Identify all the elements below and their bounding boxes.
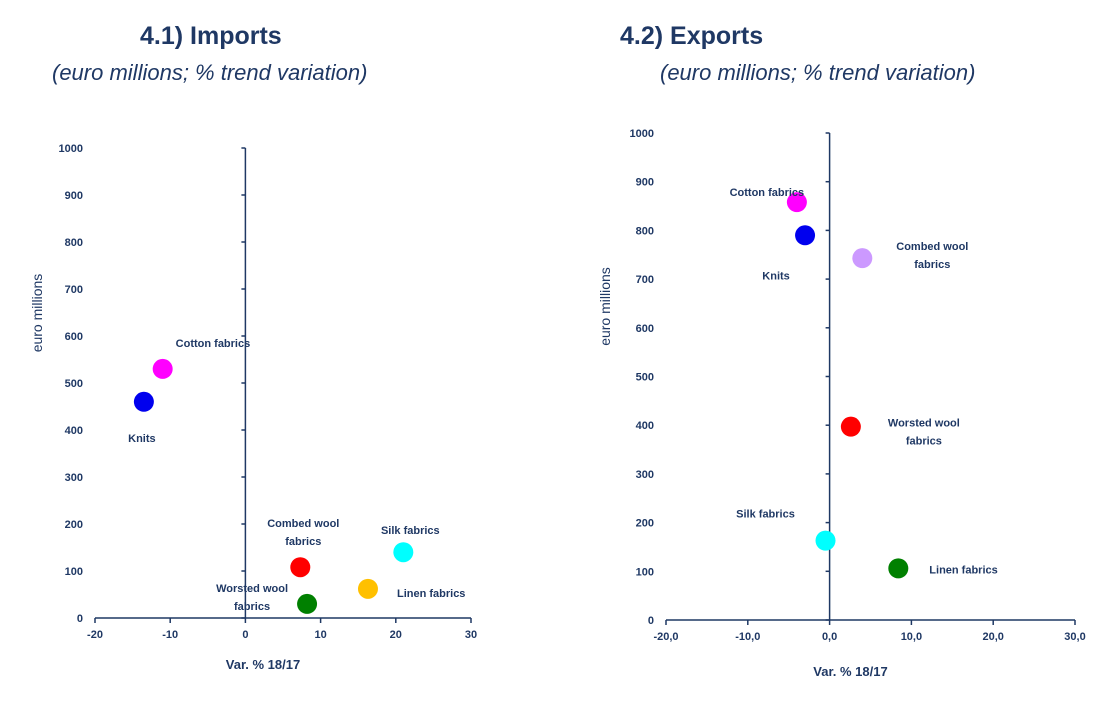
chart-2-x-axis-label: Var. % 18/17 xyxy=(813,664,887,679)
chart-1-x-tick-label: 0 xyxy=(242,629,248,641)
chart-1-point-label: Cotton fabrics xyxy=(176,338,251,350)
chart-1-y-tick-label: 500 xyxy=(65,378,83,390)
point-label-line: Knits xyxy=(762,270,790,282)
point-label-line: Knits xyxy=(128,433,156,445)
chart-1-x-axis-label: Var. % 18/17 xyxy=(226,657,300,672)
chart-2-y-tick-label: 1000 xyxy=(630,128,654,140)
chart-2-point-label: Silk fabrics xyxy=(736,509,795,521)
chart-1-y-tick-label: 0 xyxy=(77,613,83,625)
chart-2-y-tick-label: 600 xyxy=(636,323,654,335)
point-label-line: fabrics xyxy=(234,601,270,613)
point-label-line: Combed wool xyxy=(267,518,339,530)
chart-2-point-label: Combed wool fabrics xyxy=(896,241,968,271)
chart-2-y-tick-label: 500 xyxy=(636,372,654,384)
chart-1-x-tick-label: 30 xyxy=(465,629,477,641)
chart-1-y-tick-label: 600 xyxy=(65,331,83,343)
chart-2-point-label: Knits xyxy=(762,270,790,282)
chart-2-y-tick-label: 200 xyxy=(636,518,654,530)
chart-1-y-tick-label: 800 xyxy=(65,237,83,249)
point-label-line: fabrics xyxy=(285,536,321,548)
chart-1-x-tick-label: -20 xyxy=(87,629,103,641)
chart-2-y-tick-label: 300 xyxy=(636,469,654,481)
chart-1-y-tick-label: 1000 xyxy=(59,143,83,155)
chart-2-subtitle: (euro millions; % trend variation) xyxy=(660,60,976,85)
chart-2-point-cotton-fabrics xyxy=(786,192,807,213)
point-label-line: Worsted wool xyxy=(888,418,960,430)
chart-1-y-tick-label: 300 xyxy=(65,472,83,484)
chart-1-point-label: Knits xyxy=(128,433,156,445)
chart-1-subtitle: (euro millions; % trend variation) xyxy=(52,60,368,85)
point-label-line: Silk fabrics xyxy=(381,525,440,537)
chart-2-x-tick-label: 0,0 xyxy=(822,631,837,643)
chart-1-x-tick-label: -10 xyxy=(162,629,178,641)
point-label-line: Linen fabrics xyxy=(929,564,997,576)
chart-1-point-cotton-fabrics xyxy=(152,358,173,379)
chart-2-point-worsted-wool-fabrics xyxy=(840,416,861,437)
chart-2-x-tick-label: 30,0 xyxy=(1064,631,1085,643)
chart-2-y-axis-label: euro millions xyxy=(597,267,613,346)
chart-1-x-tick-label: 20 xyxy=(390,629,402,641)
point-label-line: Silk fabrics xyxy=(736,509,795,521)
point-label-line: Cotton fabrics xyxy=(730,187,805,199)
chart-1-point-knits xyxy=(133,391,154,412)
chart-1-point-linen-fabrics xyxy=(357,578,378,599)
chart-2-point-label: Cotton fabrics xyxy=(730,187,805,199)
chart-1-title: 4.1) Imports xyxy=(140,22,282,50)
chart-1-point-worsted-wool-fabrics xyxy=(297,593,318,614)
chart-1-point-label: Linen fabrics xyxy=(397,588,465,600)
point-label-line: Linen fabrics xyxy=(397,588,465,600)
chart-1-y-tick-label: 100 xyxy=(65,566,83,578)
chart-2-y-tick-label: 0 xyxy=(648,615,654,627)
point-label-line: Worsted wool xyxy=(216,583,288,595)
chart-2-point-linen-fabrics xyxy=(888,558,909,579)
point-label-line: Cotton fabrics xyxy=(176,338,251,350)
chart-1-point-label: Combed wool fabrics xyxy=(267,518,339,548)
chart-1-y-tick-label: 700 xyxy=(65,284,83,296)
point-label-line: fabrics xyxy=(914,259,950,271)
chart-1-point-label: Worsted wool fabrics xyxy=(216,583,288,613)
chart-1-y-tick-label: 900 xyxy=(65,190,83,202)
chart-2-x-tick-label: 10,0 xyxy=(901,631,922,643)
chart-1-x-tick-label: 10 xyxy=(314,629,326,641)
chart-2-x-tick-label: 20,0 xyxy=(982,631,1003,643)
chart-1-y-axis-label: euro millions xyxy=(29,274,45,353)
chart-1-point-combed-wool-fabrics xyxy=(290,557,311,578)
chart-2-point-silk-fabrics xyxy=(815,530,836,551)
chart-2-point-knits xyxy=(795,225,816,246)
point-label-line: Combed wool xyxy=(896,241,968,253)
chart-2-x-tick-label: -20,0 xyxy=(653,631,678,643)
chart-2-y-tick-label: 400 xyxy=(636,420,654,432)
chart-2-y-tick-label: 100 xyxy=(636,566,654,578)
chart-2-x-tick-label: -10,0 xyxy=(735,631,760,643)
chart-1-point-label: Silk fabrics xyxy=(381,525,440,537)
chart-2-point-combed-wool-fabrics xyxy=(852,248,873,269)
chart-2-y-tick-label: 800 xyxy=(636,225,654,237)
chart-2-point-label: Worsted wool fabrics xyxy=(888,418,960,448)
chart-2-y-tick-label: 700 xyxy=(636,274,654,286)
chart-2-y-tick-label: 900 xyxy=(636,177,654,189)
chart-1-y-tick-label: 200 xyxy=(65,519,83,531)
chart-2-title: 4.2) Exports xyxy=(620,22,764,50)
chart-2-point-label: Linen fabrics xyxy=(929,564,997,576)
point-label-line: fabrics xyxy=(906,436,942,448)
chart-1-y-tick-label: 400 xyxy=(65,425,83,437)
chart-1-point-silk-fabrics xyxy=(393,542,414,563)
